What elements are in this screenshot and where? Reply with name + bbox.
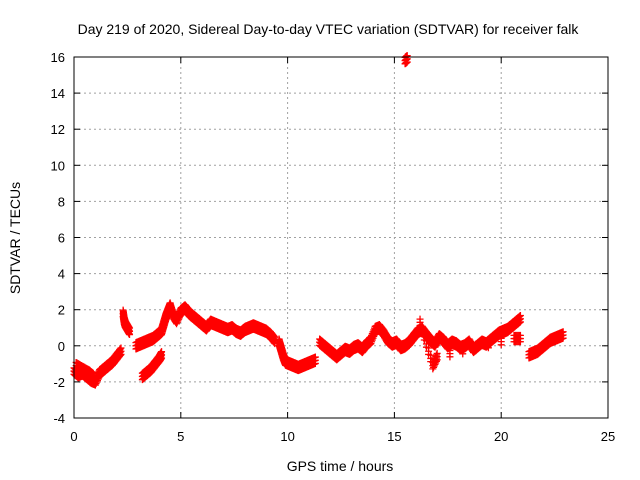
data-point (516, 338, 524, 346)
data-point (433, 356, 441, 364)
data-point (459, 350, 467, 358)
y-tick-label: 4 (58, 267, 65, 282)
data-point (126, 331, 134, 339)
data-point (311, 359, 319, 367)
x-tick-label: 0 (70, 429, 77, 444)
y-tick-label: 16 (51, 50, 65, 65)
x-tick-label: 5 (177, 429, 184, 444)
y-tick-label: 12 (51, 122, 65, 137)
data-point (175, 314, 183, 322)
y-tick-labels: -4 -2 0 2 4 6 8 10 12 14 16 (51, 50, 65, 426)
y-tick-label: 8 (58, 194, 65, 209)
y-axis-label: SDTVAR / TECUs (7, 182, 23, 294)
y-tick-label: -2 (53, 375, 65, 390)
y-tick-label: 2 (58, 303, 65, 318)
y-tick-label: 10 (51, 158, 65, 173)
data-point (430, 362, 438, 370)
data-point (91, 381, 99, 389)
data-point (497, 341, 505, 349)
data-point (432, 357, 440, 365)
data-point (432, 359, 440, 367)
data-point (429, 365, 437, 373)
data-point (93, 377, 101, 385)
data-point (559, 334, 567, 342)
axis-ticks (73, 56, 609, 419)
y-tick-label: 14 (51, 86, 65, 101)
x-axis-label: GPS time / hours (287, 458, 394, 474)
data-point (173, 318, 181, 326)
x-tick-label: 20 (494, 429, 508, 444)
data-point (472, 347, 480, 355)
y-tick-label: 6 (58, 231, 65, 246)
data-points (70, 52, 567, 389)
data-point (174, 317, 182, 325)
y-tick-label: -4 (53, 411, 65, 426)
data-point (158, 354, 166, 362)
data-point (175, 315, 183, 323)
data-point (117, 350, 125, 358)
data-point (431, 360, 439, 368)
x-tick-labels: 0 5 10 15 20 25 (70, 429, 615, 444)
data-point (430, 363, 438, 371)
data-point (93, 378, 101, 386)
data-point (116, 351, 124, 359)
y-tick-label: 0 (58, 339, 65, 354)
data-point (89, 376, 97, 384)
grid-lines (74, 57, 608, 418)
data-point (516, 318, 524, 326)
data-point (446, 353, 454, 361)
data-point (484, 344, 492, 352)
data-point (92, 380, 100, 388)
chart-title: Day 219 of 2020, Sidereal Day-to-day VTE… (78, 21, 580, 37)
data-point (173, 320, 181, 328)
x-tick-label: 25 (601, 429, 615, 444)
data-point (403, 58, 411, 66)
x-tick-label: 10 (280, 429, 294, 444)
x-tick-label: 15 (387, 429, 401, 444)
